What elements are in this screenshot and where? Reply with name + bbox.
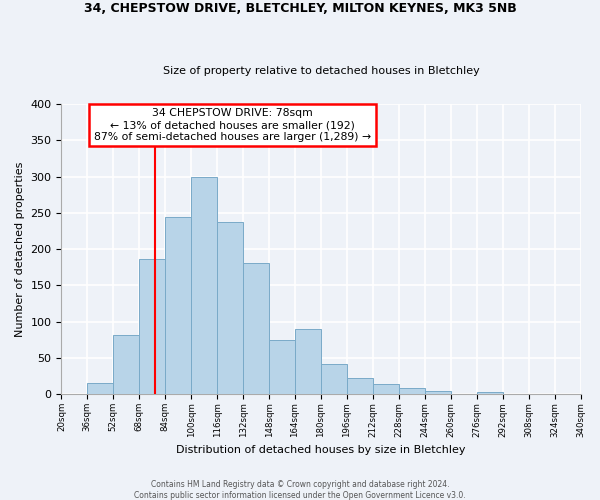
Bar: [425, 390, 451, 394]
Bar: [476, 392, 503, 394]
Bar: [295, 329, 321, 394]
Y-axis label: Number of detached properties: Number of detached properties: [15, 162, 25, 337]
Bar: [399, 388, 425, 394]
X-axis label: Distribution of detached houses by size in Bletchley: Distribution of detached houses by size …: [176, 445, 466, 455]
Bar: [243, 263, 269, 394]
Text: 34 CHEPSTOW DRIVE: 78sqm
← 13% of detached houses are smaller (192)
87% of semi-: 34 CHEPSTOW DRIVE: 78sqm ← 13% of detach…: [94, 108, 371, 142]
Bar: [165, 217, 191, 394]
Bar: [217, 222, 243, 394]
Bar: [269, 340, 295, 394]
Title: Size of property relative to detached houses in Bletchley: Size of property relative to detached ho…: [163, 66, 479, 76]
Text: Contains HM Land Registry data © Crown copyright and database right 2024.
Contai: Contains HM Land Registry data © Crown c…: [134, 480, 466, 500]
Bar: [373, 384, 399, 394]
Bar: [191, 176, 217, 394]
Bar: [113, 334, 139, 394]
Bar: [347, 378, 373, 394]
Text: 34, CHEPSTOW DRIVE, BLETCHLEY, MILTON KEYNES, MK3 5NB: 34, CHEPSTOW DRIVE, BLETCHLEY, MILTON KE…: [83, 2, 517, 16]
Bar: [139, 258, 165, 394]
Bar: [88, 384, 113, 394]
Bar: [321, 364, 347, 394]
